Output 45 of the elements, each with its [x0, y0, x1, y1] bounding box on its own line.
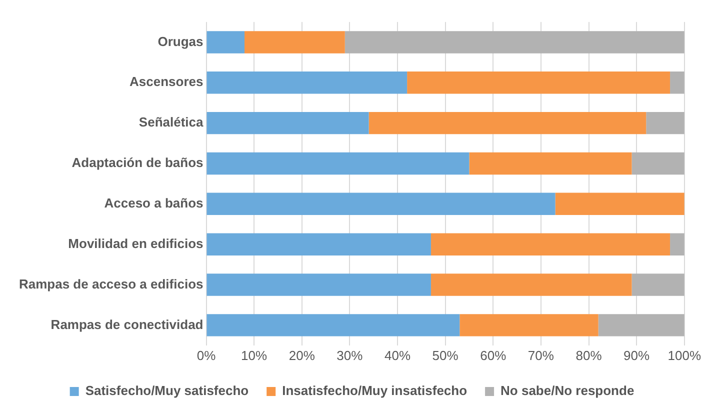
legend-label: No sabe/No responde — [500, 383, 634, 398]
bar — [206, 72, 408, 94]
x-tick-label: 30% — [336, 348, 364, 363]
x-tick-label: 100% — [668, 348, 702, 363]
bar — [344, 31, 684, 54]
bar — [555, 192, 684, 216]
x-tick-label: 10% — [241, 348, 268, 363]
legend-label: Insatisfecho/Muy insatisfecho — [282, 383, 468, 398]
bar — [632, 274, 684, 296]
y-tick-label: Rampas de conectividad — [50, 316, 204, 332]
bar — [430, 274, 632, 296]
y-tick-label: Acceso a baños — [104, 195, 204, 210]
bar — [206, 112, 369, 134]
bar — [206, 31, 245, 54]
bar — [430, 233, 670, 256]
x-tick-label: 50% — [432, 348, 459, 363]
x-tick-label: 90% — [624, 348, 650, 363]
legend-label: Satisfecho/Muy satisfecho — [85, 383, 249, 398]
y-tick-label: Rampas de acceso a edificios — [18, 276, 204, 292]
bar — [206, 274, 431, 296]
x-tick-label: 80% — [576, 348, 602, 363]
x-tick-label: 20% — [288, 348, 316, 363]
bar — [206, 152, 470, 175]
x-tick-label: 70% — [528, 348, 554, 363]
y-tick-label: Señalética — [138, 114, 204, 130]
y-tick-label: Ascensores — [130, 74, 204, 90]
bar — [670, 72, 684, 94]
bar — [206, 314, 460, 336]
x-tick-label: 40% — [384, 348, 411, 363]
bar — [407, 72, 670, 94]
bar — [469, 152, 632, 175]
x-tick-label: 0% — [196, 348, 216, 363]
y-tick-label: Adaptación de baños — [72, 155, 204, 170]
bar — [368, 112, 646, 134]
bar — [670, 233, 684, 256]
bar — [598, 314, 684, 336]
bar — [632, 152, 684, 175]
y-tick-label: Movilidad en edificios — [68, 236, 204, 251]
bar — [646, 112, 684, 134]
y-tick-label: Orugas — [158, 34, 204, 49]
bar — [244, 31, 345, 54]
bar — [206, 233, 431, 256]
bar — [206, 192, 556, 216]
bar — [460, 314, 598, 336]
x-tick-label: 60% — [480, 348, 507, 363]
